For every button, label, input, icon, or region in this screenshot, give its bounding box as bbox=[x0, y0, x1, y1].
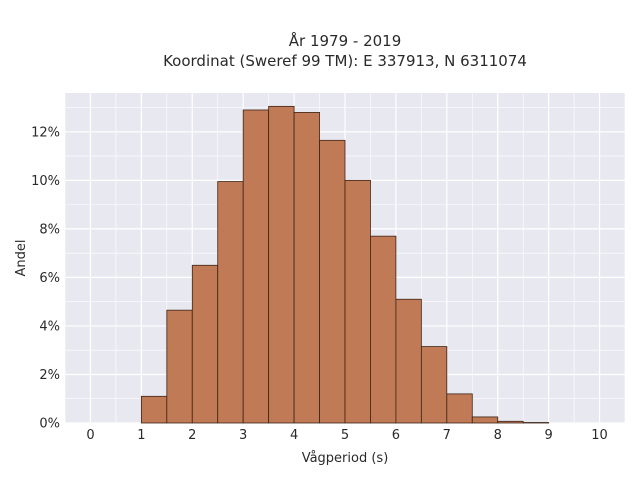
x-tick-label: 8 bbox=[494, 428, 502, 443]
histogram-bar bbox=[497, 420, 524, 424]
x-tick-label: 1 bbox=[137, 428, 145, 443]
y-tick-label: 0% bbox=[39, 417, 60, 432]
x-tick-label: 4 bbox=[290, 428, 298, 443]
x-tick-label: 5 bbox=[341, 428, 349, 443]
x-tick-label: 6 bbox=[392, 428, 400, 443]
bars-group bbox=[140, 105, 550, 424]
x-tick-label: 7 bbox=[443, 428, 451, 443]
histogram-bar bbox=[140, 395, 168, 424]
histogram-bar bbox=[344, 179, 371, 424]
histogram-bar bbox=[217, 181, 244, 424]
histogram-bar bbox=[242, 109, 270, 424]
x-tick-label: 0 bbox=[86, 428, 94, 443]
x-axis-ticks: 0 1 2 3 4 5 6 7 8 9 10 bbox=[86, 428, 608, 443]
y-tick-label: 12% bbox=[31, 125, 60, 140]
histogram-bar bbox=[370, 235, 397, 424]
y-tick-label: 8% bbox=[39, 222, 60, 237]
x-tick-label: 3 bbox=[239, 428, 247, 443]
y-tick-label: 2% bbox=[39, 368, 60, 383]
x-tick-label: 9 bbox=[544, 428, 552, 443]
histogram-bar bbox=[471, 416, 499, 424]
histogram-bar bbox=[420, 346, 448, 424]
y-axis-label: Andel bbox=[14, 240, 29, 277]
histogram-bar bbox=[446, 393, 473, 424]
chart-title-line-1: År 1979 - 2019 bbox=[289, 31, 402, 50]
x-tick-label: 10 bbox=[591, 428, 608, 443]
histogram-bar bbox=[166, 309, 193, 424]
histogram-bar bbox=[319, 139, 346, 424]
histogram-bar bbox=[395, 298, 422, 424]
histogram-bar bbox=[191, 264, 219, 424]
y-tick-label: 4% bbox=[39, 319, 60, 334]
y-axis-ticks: 0% 2% 4% 6% 8% 10% 12% bbox=[31, 125, 60, 431]
y-tick-label: 10% bbox=[31, 174, 60, 189]
x-axis-label: Vågperiod (s) bbox=[302, 451, 389, 466]
x-tick-label: 2 bbox=[188, 428, 196, 443]
y-tick-label: 6% bbox=[39, 271, 60, 286]
histogram-bar bbox=[268, 105, 295, 424]
histogram-bar bbox=[293, 112, 320, 424]
chart-title-line-2: Koordinat (Sweref 99 TM): E 337913, N 63… bbox=[163, 52, 527, 70]
